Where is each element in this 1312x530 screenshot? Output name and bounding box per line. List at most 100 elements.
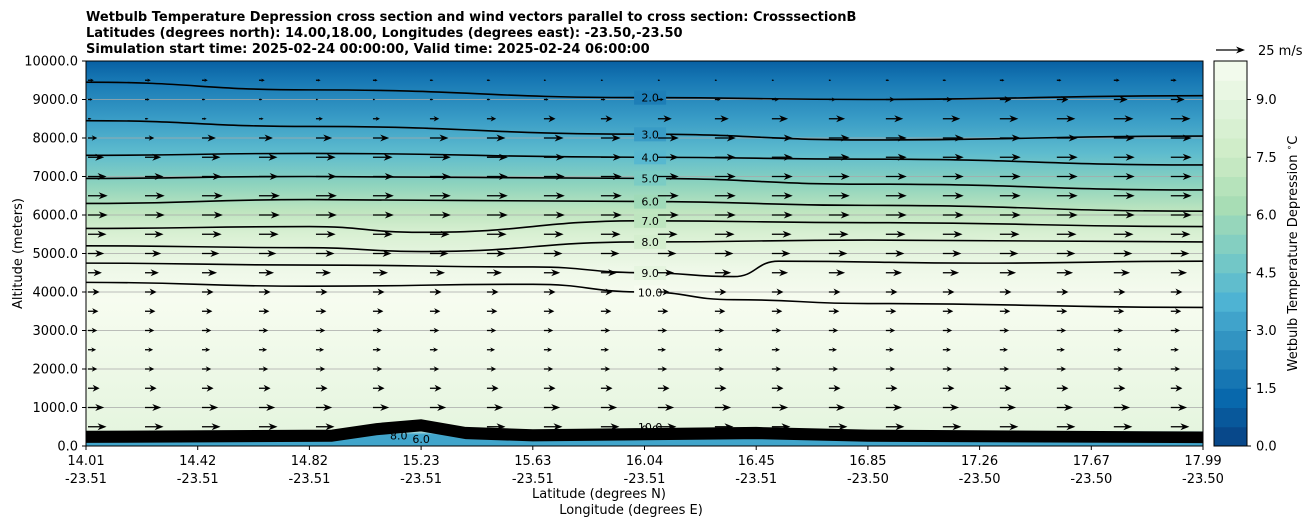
wind-vector-arrow: [1170, 173, 1192, 180]
wind-vector-arrow: [543, 79, 547, 81]
wind-vector-arrow: [144, 78, 151, 82]
wind-vector-arrow: [543, 98, 549, 101]
wind-vector-arrow: [999, 404, 1017, 411]
wind-vector-arrow: [543, 288, 556, 296]
wind-vector-arrow: [258, 404, 276, 411]
x-tick-label-lon: -23.51: [288, 472, 330, 487]
wind-vector-arrow: [714, 347, 724, 353]
wind-vector-arrow: [486, 288, 499, 296]
wind-vector-arrow: [88, 269, 102, 277]
wind-vector-arrow: [372, 404, 390, 411]
wind-vector-arrow: [258, 117, 264, 121]
degree-symbol: ∘: [1285, 145, 1295, 151]
wind-vector-arrow: [486, 366, 497, 372]
wind-vector-arrow: [315, 347, 325, 353]
wind-vector-arrow: [657, 423, 677, 431]
colorbar-band: [1214, 407, 1247, 428]
wind-vector-arrow: [543, 250, 563, 257]
wind-vector-arrow: [258, 211, 280, 219]
wind-vector-arrow: [1113, 230, 1134, 238]
colorbar-band: [1214, 195, 1247, 216]
wind-vector-arrow: [771, 250, 791, 257]
wind-vector-arrow: [201, 347, 211, 353]
wind-vector-arrow: [88, 230, 107, 238]
wind-vector-arrow: [258, 308, 270, 315]
wind-vector-arrow: [771, 327, 782, 334]
wind-vector-arrow: [828, 115, 846, 123]
wind-vector-arrow: [486, 250, 506, 257]
x-tick-label-lat: 14.01: [67, 454, 104, 469]
wind-vector-arrow: [201, 308, 213, 315]
wind-vector-arrow: [543, 269, 561, 277]
wind-vector-arrow: [600, 288, 613, 296]
wind-vector-arrow: [1113, 211, 1135, 219]
title-line-1: Wetbulb Temperature Depression cross sec…: [86, 10, 856, 25]
wind-vector-arrow: [657, 366, 668, 372]
wind-vector-arrow: [828, 384, 841, 392]
contour-label: 10.0: [638, 286, 663, 299]
wind-vector-arrow: [942, 250, 962, 257]
x-tick-label-lon: -23.51: [400, 472, 442, 487]
wind-vector-arrow: [144, 250, 162, 257]
colorbar-band: [1214, 349, 1247, 370]
wind-vector-arrow: [144, 366, 155, 372]
wind-vector-arrow: [315, 211, 337, 219]
wind-vector-arrow: [429, 134, 449, 142]
wind-vector-arrow: [88, 384, 100, 392]
wind-vector-arrow: [88, 78, 94, 82]
wind-vector-arrow: [144, 308, 156, 315]
wind-vector-arrow: [258, 288, 271, 296]
wind-vector-arrow: [657, 327, 668, 334]
title-line-3: Simulation start time: 2025-02-24 00:00:…: [86, 42, 650, 57]
near-surface-contour-label: 6.0: [412, 433, 430, 446]
x-tick-label-lat: 17.26: [961, 454, 998, 469]
wind-vector-arrow: [942, 79, 947, 82]
wind-vector-arrow: [201, 192, 223, 200]
wind-vector-arrow: [258, 366, 269, 372]
near-surface-contour-label: 4.0: [312, 431, 330, 444]
wind-vector-arrow: [1056, 192, 1078, 200]
wind-vector-arrow: [942, 366, 953, 372]
x-axis-label-longitude: Longitude (degrees E): [559, 503, 703, 518]
wind-vector-arrow: [372, 384, 385, 392]
near-surface-contour-line: [86, 427, 1203, 444]
wind-vector-arrow: [999, 173, 1021, 180]
near-surface-contour-label: 10.0: [638, 421, 663, 434]
y-axis-label: Altitude (meters): [11, 198, 26, 309]
wind-vector-arrow: [714, 327, 725, 334]
wind-vector-arrow: [771, 347, 780, 353]
wind-vector-arrow: [372, 269, 389, 277]
wind-vector-arrow: [315, 98, 319, 101]
wind-vector-arrow: [942, 308, 954, 315]
wind-vector-arrow: [999, 192, 1021, 200]
wind-vector-arrow: [315, 116, 323, 121]
wind-vector-arrow: [600, 115, 613, 123]
wind-reference-key: 25 m/s: [1216, 44, 1303, 59]
x-tick-label-lon: -23.50: [1182, 472, 1224, 487]
wind-vector-arrow: [999, 384, 1012, 392]
wind-vector-arrow: [144, 192, 165, 200]
y-tick-label: 7000.0: [33, 170, 79, 185]
wind-vector-arrow: [600, 384, 613, 392]
y-axis: 0.0 1000.0 2000.0 3000.0 4000.0 5000.0 6000.0 7…: [24, 55, 86, 455]
y-tick-label: 9000.0: [33, 93, 79, 108]
wind-vector-arrow: [315, 423, 335, 431]
wind-vector-arrow: [201, 250, 220, 257]
wind-vector-arrow: [714, 384, 727, 392]
wind-vector-arrow: [543, 230, 564, 238]
wind-vector-arrow: [1113, 115, 1134, 123]
wind-vector-arrow: [88, 192, 108, 200]
wind-vector-arrow: [486, 269, 503, 277]
wind-vector-arrow: [258, 327, 269, 334]
x-tick-label-lon: -23.50: [1070, 472, 1112, 487]
wind-vector-arrow: [1113, 308, 1125, 315]
wind-vector-arrow: [1113, 192, 1135, 200]
wind-vector-arrow: [828, 134, 850, 142]
wind-vector-arrow: [88, 366, 98, 372]
wind-vector-arrow: [88, 404, 105, 411]
wind-vector-arrow: [1056, 308, 1068, 315]
wind-vector-arrow: [88, 211, 108, 219]
reference-arrow: [1216, 46, 1245, 54]
wind-vector-arrow: [828, 347, 837, 353]
